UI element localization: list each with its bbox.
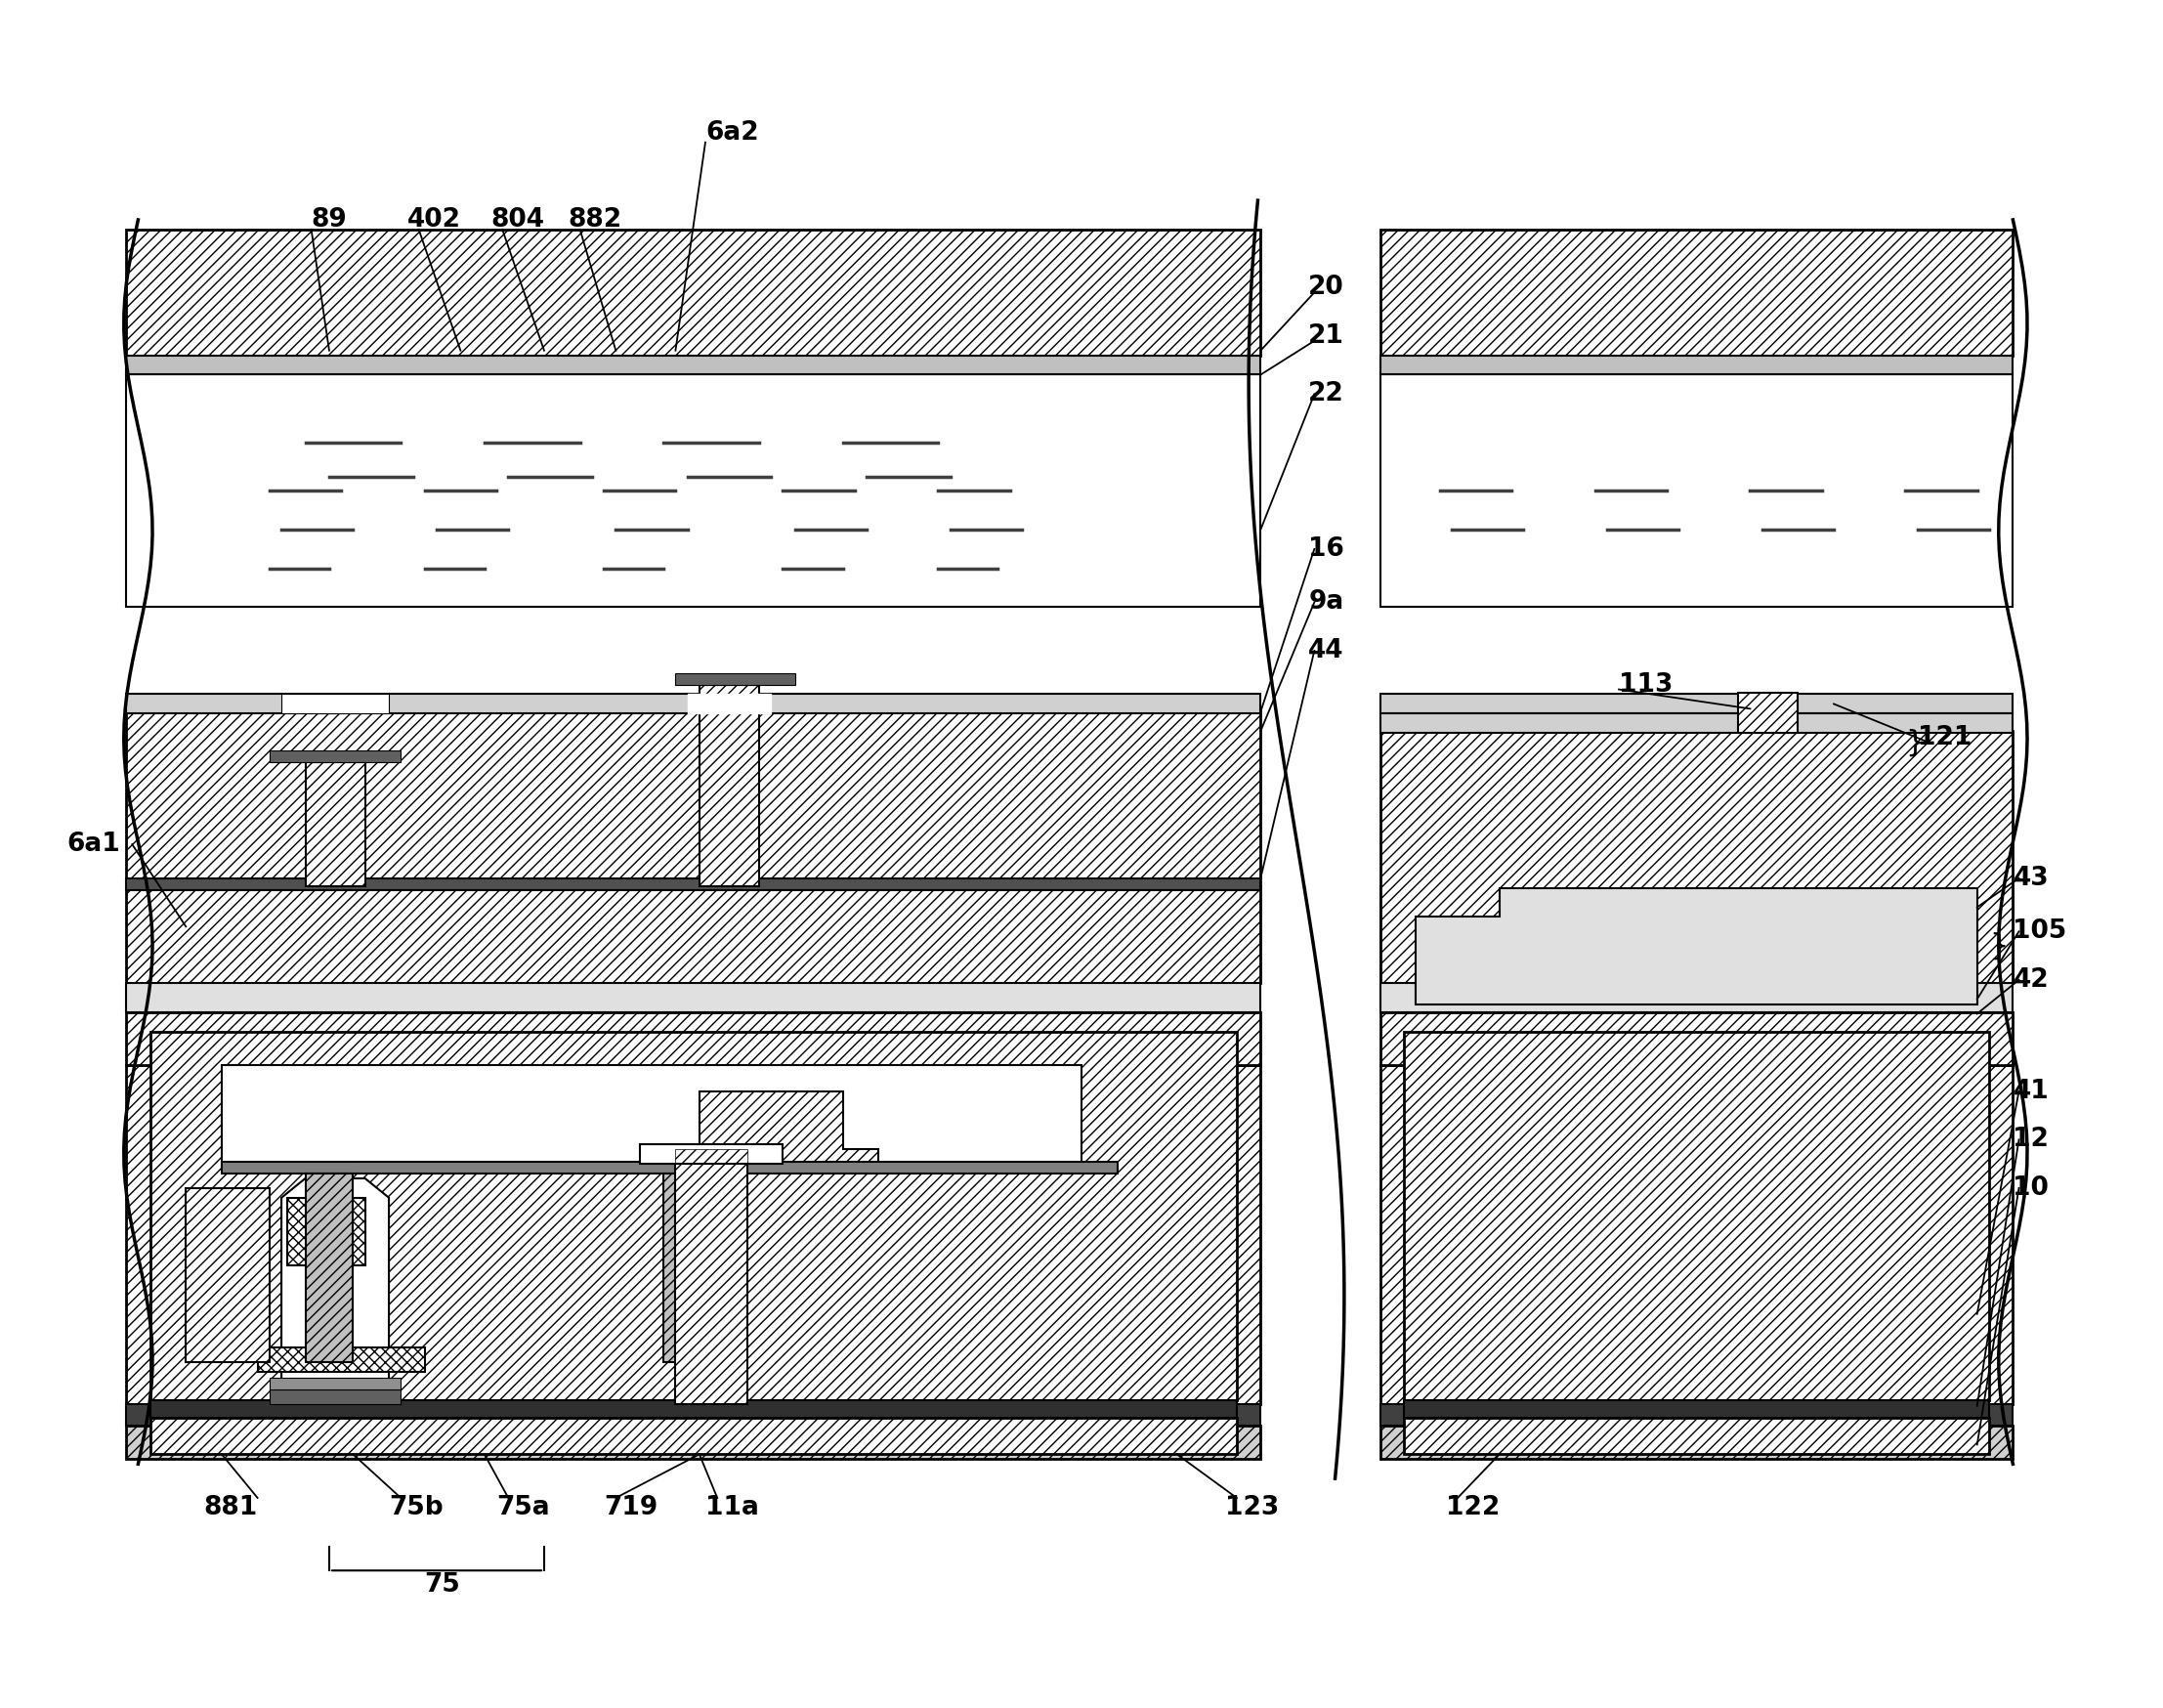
Bar [270, 750, 400, 762]
Bar [125, 1011, 1261, 1066]
Bar [149, 1032, 1237, 1401]
Polygon shape [223, 1066, 1082, 1168]
Bar [288, 1197, 366, 1266]
Bar [1404, 1401, 1990, 1418]
Bar [1380, 714, 2014, 733]
Polygon shape [675, 1149, 746, 1404]
Bar [186, 1189, 270, 1363]
Bar [270, 1389, 400, 1404]
Bar [1380, 982, 2014, 1011]
Polygon shape [305, 762, 366, 886]
Bar [1380, 374, 2014, 606]
Text: 43: 43 [2014, 866, 2048, 892]
Bar [125, 712, 1261, 886]
Text: 6a1: 6a1 [67, 832, 121, 857]
Text: 121: 121 [1916, 726, 1970, 750]
Polygon shape [1417, 888, 1977, 1004]
Bar [1380, 1424, 2014, 1459]
Bar [305, 1173, 353, 1363]
Text: }: } [1990, 933, 2007, 960]
Bar [223, 1161, 1118, 1173]
Bar [1380, 693, 2014, 714]
Bar [1380, 1066, 2014, 1404]
Bar [125, 374, 1261, 606]
Text: 75b: 75b [389, 1494, 443, 1520]
Text: 402: 402 [407, 207, 461, 232]
Text: 9a: 9a [1309, 589, 1343, 615]
Bar [125, 1066, 1261, 1404]
Text: 881: 881 [203, 1494, 257, 1520]
Text: 10: 10 [2014, 1175, 2048, 1201]
Bar [257, 1348, 424, 1372]
Bar [125, 229, 1261, 355]
Bar [1380, 229, 2014, 355]
Bar [1404, 1418, 1990, 1454]
Text: 16: 16 [1309, 536, 1345, 562]
Bar [125, 355, 1261, 374]
Bar [1380, 355, 2014, 374]
Text: 113: 113 [1618, 671, 1672, 697]
Text: 12: 12 [2014, 1127, 2048, 1153]
Text: 123: 123 [1224, 1494, 1278, 1520]
Text: 89: 89 [311, 207, 348, 232]
Bar [125, 982, 1261, 1011]
Bar [664, 1173, 712, 1363]
Bar [149, 1418, 1237, 1454]
Bar [1380, 1011, 2014, 1066]
Bar [1380, 886, 2014, 982]
Bar [675, 673, 796, 685]
Text: 75: 75 [424, 1573, 461, 1597]
Polygon shape [699, 685, 759, 886]
Bar [257, 1348, 424, 1372]
Polygon shape [640, 1144, 783, 1163]
Text: 41: 41 [2014, 1078, 2048, 1103]
Bar [125, 886, 1261, 982]
Text: 719: 719 [603, 1494, 658, 1520]
Bar [125, 878, 1261, 890]
Bar [270, 1378, 400, 1389]
Text: 804: 804 [491, 207, 545, 232]
Text: 22: 22 [1309, 381, 1343, 407]
Polygon shape [1739, 692, 1797, 733]
Text: }: } [1906, 729, 1925, 757]
Bar [288, 1197, 366, 1266]
Polygon shape [281, 1179, 389, 1404]
Text: 122: 122 [1445, 1494, 1499, 1520]
Bar [281, 693, 389, 714]
Text: 21: 21 [1309, 323, 1345, 348]
Bar [149, 1401, 1237, 1418]
Text: 42: 42 [2014, 967, 2048, 992]
Bar [125, 1424, 1261, 1459]
Bar [1380, 731, 2014, 982]
Bar [186, 1189, 270, 1363]
Bar [1404, 1032, 1990, 1401]
Text: 6a2: 6a2 [705, 120, 759, 145]
Polygon shape [664, 1173, 712, 1363]
Text: 44: 44 [1309, 639, 1343, 663]
Text: 105: 105 [2014, 919, 2068, 945]
Text: 882: 882 [569, 207, 623, 232]
Bar [125, 1404, 1261, 1424]
Polygon shape [305, 1173, 353, 1363]
Text: 11a: 11a [705, 1494, 759, 1520]
Bar [1380, 1404, 2014, 1424]
Text: 75a: 75a [495, 1494, 549, 1520]
Text: 20: 20 [1309, 275, 1343, 301]
Bar [125, 693, 1261, 714]
